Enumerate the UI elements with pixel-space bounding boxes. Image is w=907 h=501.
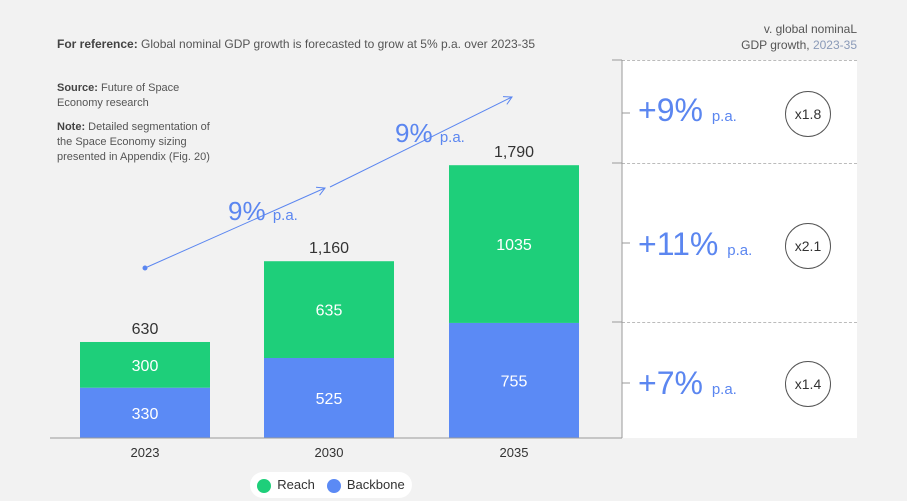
right-header: v. global nominaL GDP growth, 2023-35	[741, 21, 857, 53]
header-line2: GDP growth,	[741, 38, 810, 52]
bar-label: 330	[132, 406, 159, 423]
reference-note: For reference: Global nominal GDP growth…	[57, 37, 536, 51]
growth-rate-backbone: +7% p.a.	[638, 365, 737, 401]
bar-reach-2035	[449, 165, 579, 323]
multiple-badge: x2.1	[785, 223, 831, 269]
x-tick-label: 2035	[500, 445, 529, 460]
growth-annotation: 9% p.a.	[228, 196, 298, 226]
bar-label: 1035	[496, 237, 532, 254]
growth-rate-reach: +9% p.a.	[638, 92, 737, 128]
bar-label: 300	[132, 358, 159, 375]
legend-reach: Reach	[257, 477, 315, 493]
arrow-head-icon	[315, 186, 326, 196]
bracket	[612, 59, 630, 439]
total-label: 630	[132, 321, 159, 338]
total-label: 1,790	[494, 144, 534, 161]
x-tick-label: 2030	[315, 445, 344, 460]
bar-reach-2030	[264, 261, 394, 358]
bar-reach-2023	[80, 341, 210, 388]
header-line1: v. global nominaL	[763, 22, 857, 36]
legend-backbone: Backbone	[326, 477, 405, 493]
growth-panel: +9% p.a. x1.8 +11% p.a. x2.1 +7% p.a. x1…	[622, 60, 857, 438]
bar-label: 635	[316, 303, 343, 320]
growth-annotation: 9% p.a.	[395, 118, 465, 148]
source-note: Source: Future of Space Economy research	[57, 82, 180, 109]
multiple-badge: x1.4	[785, 361, 831, 407]
bar-label: 755	[501, 373, 528, 390]
growth-arrow	[329, 96, 513, 188]
total-label: 1,160	[309, 240, 349, 257]
bar-label: 525	[316, 391, 343, 408]
growth-arrow	[144, 187, 326, 269]
bar-backbone-2023	[80, 387, 210, 438]
legend: Reach Backbone	[250, 472, 412, 498]
bar-backbone-2030	[264, 357, 394, 438]
x-tick-label: 2023	[131, 445, 160, 460]
segmentation-note: Note: Detailed segmentation of the Space…	[57, 121, 210, 163]
bar-backbone-2035	[449, 322, 579, 438]
multiple-badge: x1.8	[785, 91, 831, 137]
header-years: 2023-35	[812, 38, 857, 52]
growth-rate-total: +11% p.a.	[638, 226, 753, 262]
arrow-head-icon	[502, 96, 513, 105]
